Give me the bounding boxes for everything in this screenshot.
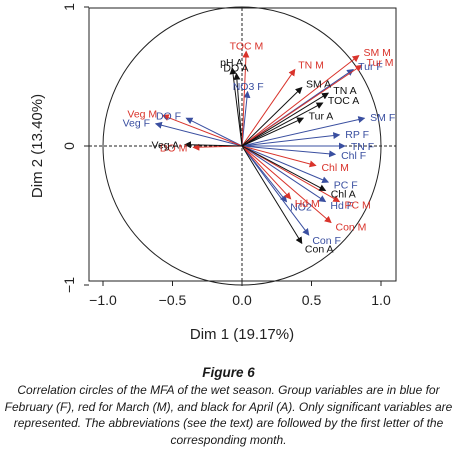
vector-label: NO2 (290, 201, 312, 213)
figure-caption: Figure 6 Correlation circles of the MFA … (0, 364, 457, 448)
vector-label: Tur A (309, 111, 334, 123)
vector-arrow (161, 114, 243, 147)
vector-arrow (241, 145, 292, 200)
vector-arrow (241, 145, 310, 236)
vector-arrow (241, 145, 332, 224)
vector-arrow (241, 102, 324, 147)
variable-vectors (154, 50, 366, 245)
x-axis-label: Dim 1 (19.17%) (190, 326, 294, 343)
caption-title: Figure 6 (202, 365, 255, 380)
vector-arrow (184, 141, 243, 149)
x-tick-label: 0.0 (232, 292, 252, 308)
vector-arrow (241, 55, 360, 147)
vector-label: TN M (298, 60, 324, 72)
vector-label: Chl M (321, 162, 348, 174)
vector-arrow (241, 145, 327, 191)
vector-arrow (241, 145, 341, 203)
vector-label: Chl A (331, 188, 356, 200)
vector-arrow (241, 117, 305, 147)
x-tick-label: 0.5 (302, 292, 322, 308)
vector-label: TN F (351, 141, 374, 153)
vector-arrow (233, 72, 243, 147)
vector-arrow (241, 145, 337, 158)
vector-label: NO3 F (233, 81, 264, 93)
x-tick-label: 1.0 (371, 292, 391, 308)
vector-arrow (241, 145, 303, 245)
vector-label: Tur F (358, 61, 383, 73)
vector-label: Hd M (295, 198, 320, 210)
vector-label: Con M (336, 221, 367, 233)
vector-label: PC F (334, 179, 358, 191)
vector-label: DO A (223, 63, 248, 75)
vector-label: DO F (156, 111, 181, 123)
vector-arrow (241, 92, 330, 147)
vector-label: RP F (345, 129, 369, 141)
x-axis-ticks: −1.0 −0.5 0.0 0.5 1.0 (89, 281, 391, 308)
vector-arrow (229, 67, 243, 147)
vector-arrow (241, 116, 366, 147)
vector-label: Veg F (123, 117, 150, 129)
vector-label: SM A (306, 78, 331, 90)
vector-label: DO M (160, 143, 187, 155)
y-tick-label: 1 (61, 3, 77, 11)
vector-label: pH A (220, 57, 243, 69)
vector-label: TN A (333, 85, 356, 97)
vector-label: SM F (370, 112, 395, 124)
y-tick-label: 0 (61, 142, 77, 150)
vector-label: Con A (305, 243, 334, 255)
vector-arrow (241, 145, 327, 203)
vector-arrow (185, 117, 243, 147)
caption-text: Correlation circles of the MFA of the we… (4, 383, 453, 447)
vector-label: TOC A (328, 95, 359, 107)
vector-label: Hd F (330, 200, 353, 212)
vector-label: PC M (345, 200, 371, 212)
vector-arrow (154, 121, 243, 147)
vector-arrow (241, 90, 251, 147)
y-axis-ticks: −1 0 1 (61, 3, 89, 293)
vector-arrow (241, 145, 317, 168)
vector-arrow (241, 68, 296, 147)
x-tick-label: −0.5 (159, 292, 187, 308)
vector-label: Veg M (127, 108, 157, 120)
x-tick-label: −1.0 (89, 292, 117, 308)
vector-arrow (241, 86, 303, 147)
vector-label: SM M (364, 47, 391, 59)
vector-arrow (241, 145, 330, 184)
vector-label: Con F (312, 235, 341, 247)
y-tick-label: −1 (61, 277, 77, 293)
vector-arrow (241, 50, 250, 147)
vector-label: Veg A (152, 139, 179, 151)
y-axis-label: Dim 2 (13.40%) (29, 94, 46, 198)
vector-label: Tur M (367, 57, 394, 69)
vector-label: Chl F (341, 150, 366, 162)
vector-label: TOC M (230, 40, 264, 52)
vector-arrow (241, 64, 363, 147)
vector-arrow (241, 132, 341, 147)
